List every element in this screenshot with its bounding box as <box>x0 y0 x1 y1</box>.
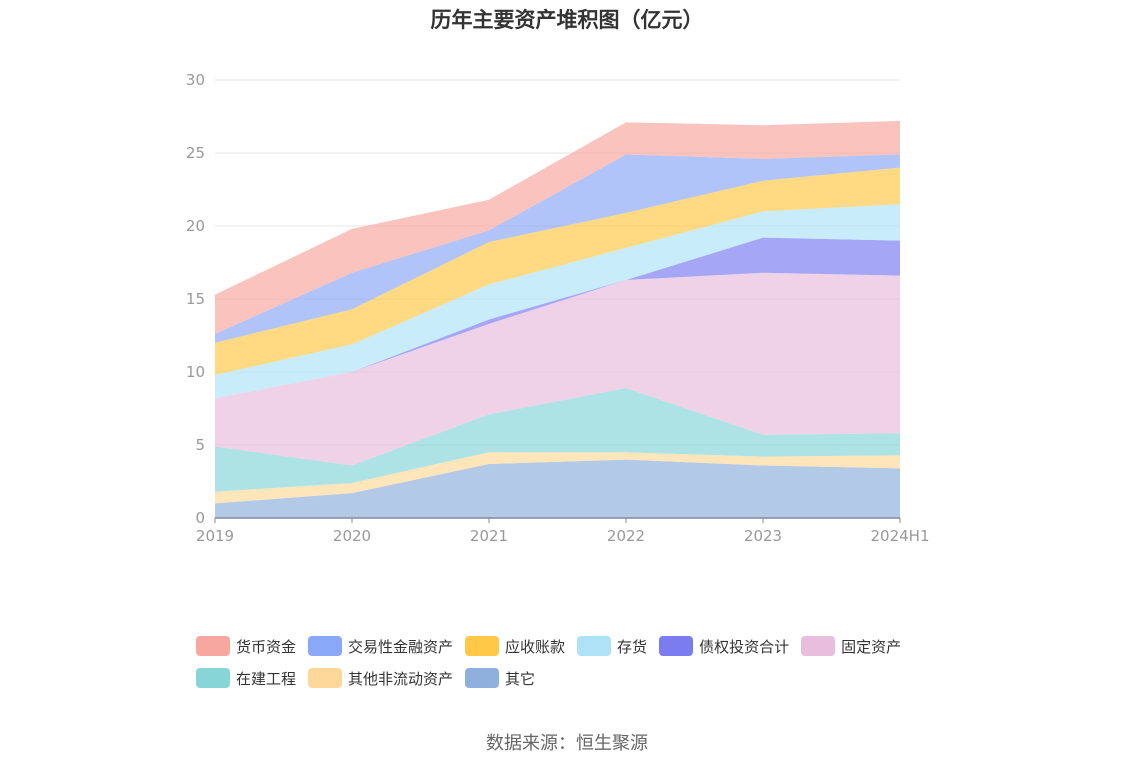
legend-swatch <box>801 636 836 656</box>
y-tick-label-30: 30 <box>186 71 205 89</box>
area-series-8 <box>215 120 900 335</box>
legend-swatch <box>196 668 230 688</box>
legend-swatch <box>577 636 612 656</box>
legend-label: 在建工程 <box>236 669 297 688</box>
legend-swatch <box>308 668 343 688</box>
area-series-0 <box>215 459 900 518</box>
x-tick-label-2019: 2019 <box>196 527 234 545</box>
legend-item-other[interactable]: 其它 <box>465 668 535 689</box>
legend-swatch <box>308 636 343 656</box>
legend-item-inventory[interactable]: 存货 <box>577 636 647 657</box>
area-series-1 <box>215 452 900 504</box>
legend-label: 应收账款 <box>505 637 566 656</box>
legend-swatch <box>465 668 500 688</box>
legend-item-accounts-receivable[interactable]: 应收账款 <box>465 636 565 657</box>
y-tick-label-0: 0 <box>195 509 205 527</box>
legend-swatch <box>196 636 230 656</box>
x-tick-label-2021: 2021 <box>470 527 508 545</box>
legend-swatch <box>465 636 500 656</box>
data-source: 数据来源：恒生聚源 <box>486 733 648 754</box>
y-tick-label-15: 15 <box>186 290 205 308</box>
legend-item-construction-in-progress[interactable]: 在建工程 <box>196 668 296 689</box>
legend-item-fixed-assets[interactable]: 固定资产 <box>801 636 901 657</box>
legend-swatch <box>659 636 694 656</box>
y-tick-label-5: 5 <box>195 436 205 454</box>
legend-item-other-noncurrent-assets[interactable]: 其他非流动资产 <box>308 668 453 689</box>
legend-label: 货币资金 <box>236 637 297 656</box>
legend-label: 交易性金融资产 <box>348 637 454 656</box>
x-tick-label-2023: 2023 <box>744 527 782 545</box>
legend-label: 存货 <box>617 637 648 656</box>
legend-label: 固定资产 <box>841 637 902 656</box>
stacked-area-chart: 0 5 10 15 20 25 30 2019 2020 2021 2022 2023 2024H1 <box>186 71 930 545</box>
legend-item-trading-financial-assets[interactable]: 交易性金融资产 <box>308 636 453 657</box>
legend-row-2: 在建工程 其他非流动资产 其它 <box>196 662 956 694</box>
chart-legend: 货币资金 交易性金融资产 应收账款 存货 债权投资合计 固定资产 在建工程 <box>196 630 956 694</box>
area-series-5 <box>215 204 900 399</box>
legend-item-debt-investment[interactable]: 债权投资合计 <box>659 636 789 657</box>
legend-label: 其它 <box>505 669 536 688</box>
x-tick-label-2020: 2020 <box>333 527 371 545</box>
y-tick-label-20: 20 <box>186 217 205 235</box>
area-series-7 <box>215 154 900 343</box>
area-series-4 <box>215 237 900 399</box>
legend-label: 债权投资合计 <box>699 637 790 656</box>
x-tick-label-2022: 2022 <box>607 527 645 545</box>
area-series-6 <box>215 167 900 375</box>
y-tick-label-10: 10 <box>186 363 205 381</box>
chart-title: 历年主要资产堆积图（亿元） <box>430 8 704 32</box>
area-series-3 <box>215 272 900 466</box>
y-tick-label-25: 25 <box>186 144 205 162</box>
area-series-2 <box>215 388 900 492</box>
legend-label: 其他非流动资产 <box>348 669 454 688</box>
legend-row-1: 货币资金 交易性金融资产 应收账款 存货 债权投资合计 固定资产 <box>196 630 956 662</box>
legend-item-cash[interactable]: 货币资金 <box>196 636 296 657</box>
x-tick-label-2024H1: 2024H1 <box>871 527 930 545</box>
